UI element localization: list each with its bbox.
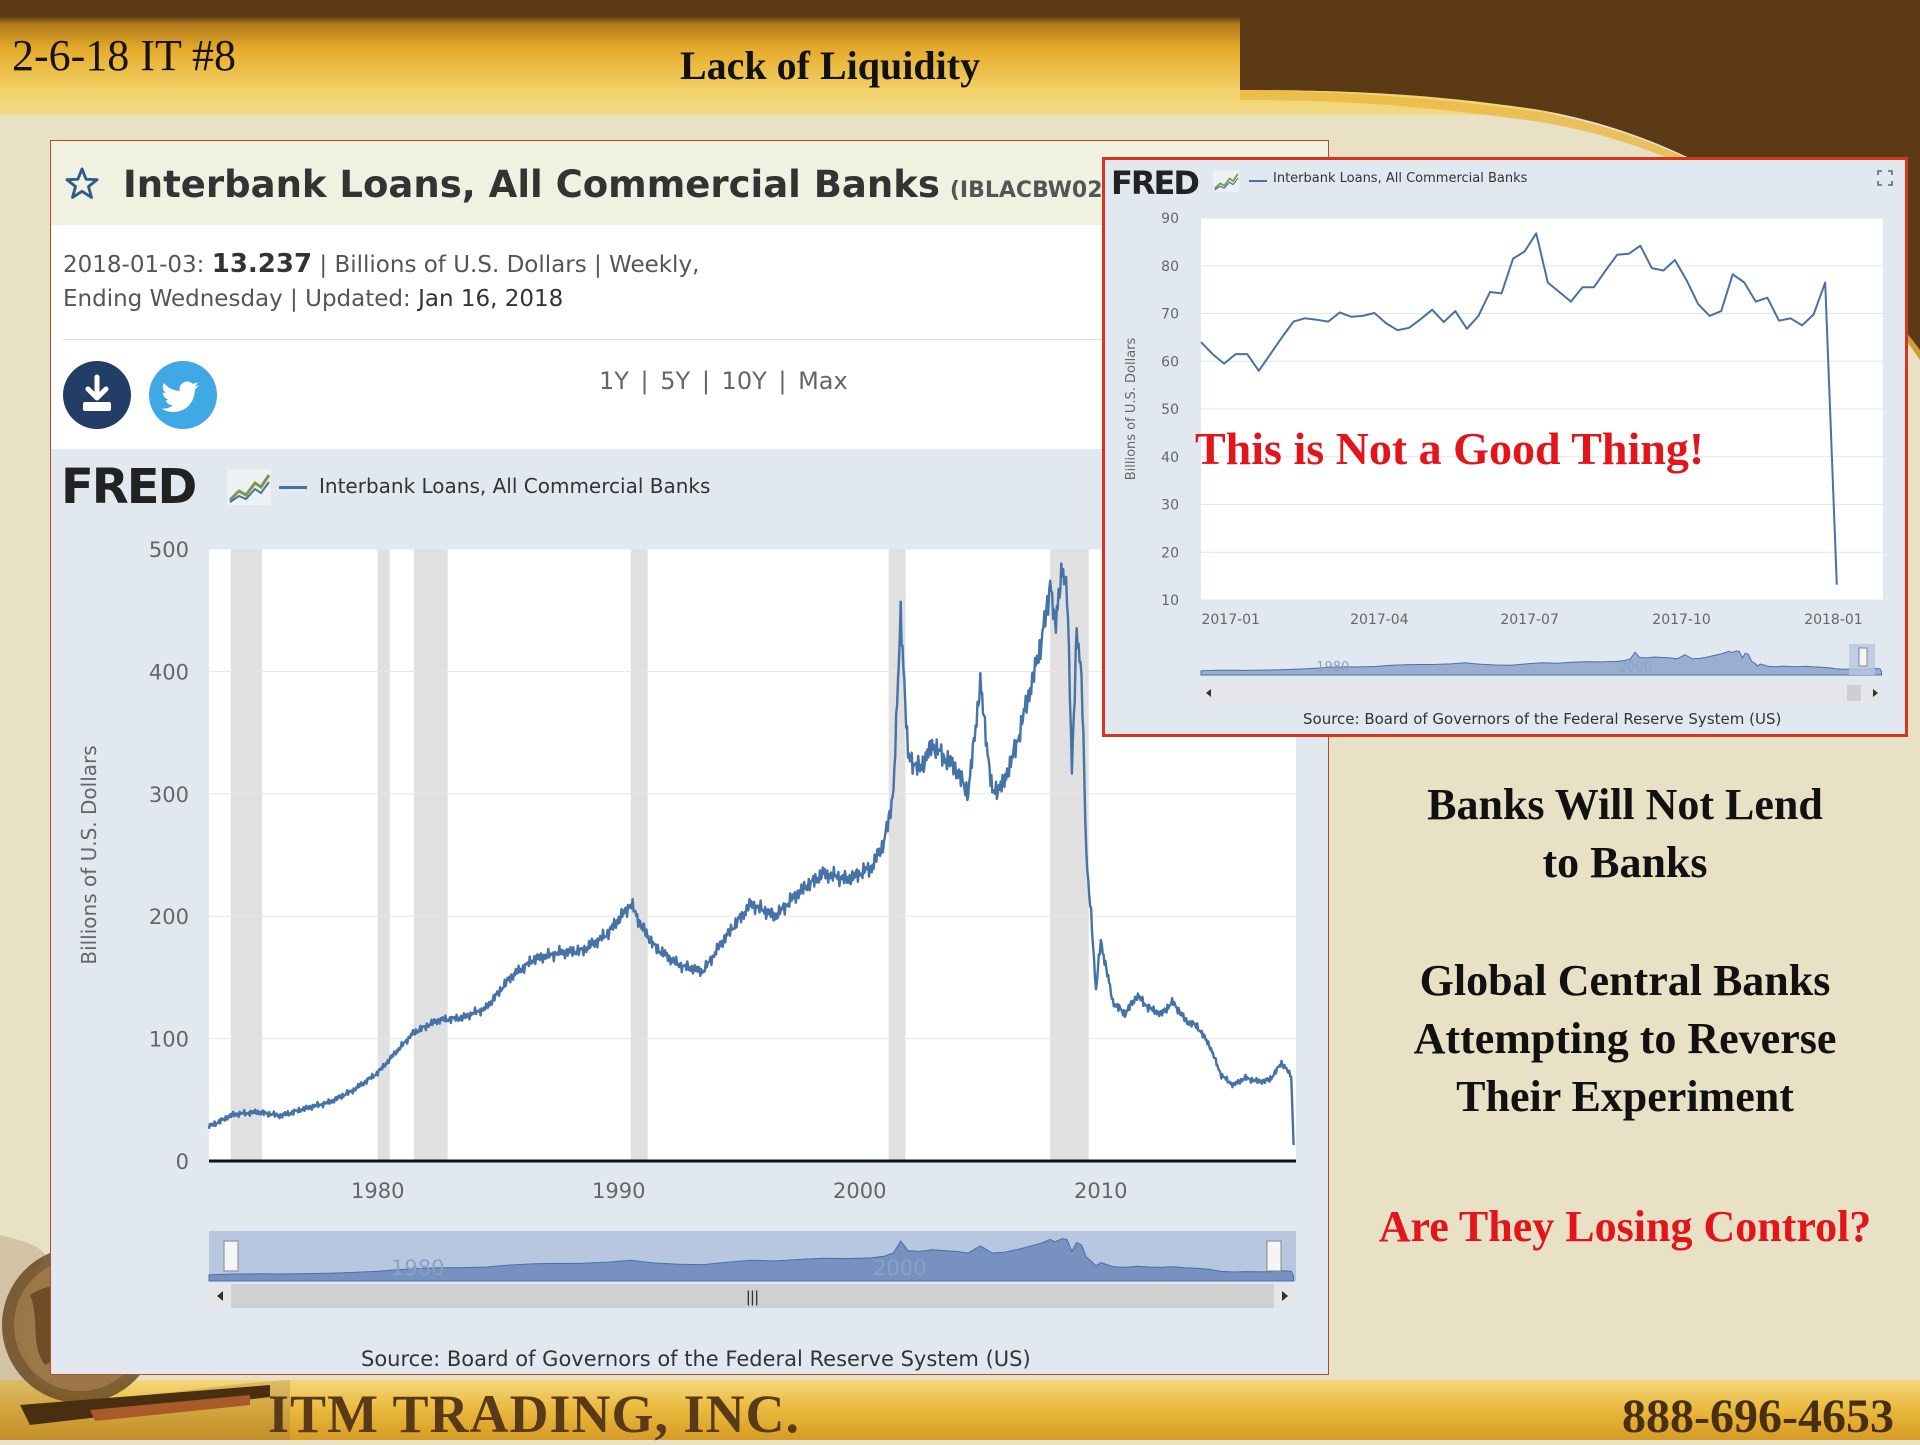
- footer-band: [0, 1380, 1920, 1440]
- statement-line: Global Central Banks: [1419, 956, 1831, 1005]
- y-tick-label: 70: [1161, 307, 1179, 323]
- y-tick-label: 80: [1161, 259, 1179, 275]
- navigator-series: [208, 1238, 1295, 1282]
- recession-band: [630, 549, 648, 1161]
- scrollbar-grip: |||: [746, 1289, 758, 1306]
- y-tick-label: 0: [176, 1150, 189, 1174]
- source-text: Source: Board of Governors of the Federa…: [361, 1347, 1031, 1371]
- recession-band: [413, 549, 448, 1161]
- inset-legend-label: Interbank Loans, All Commercial Banks: [1273, 171, 1528, 186]
- navigator-label: 2000: [1619, 660, 1652, 675]
- scroll-right-arrow: [1282, 1291, 1288, 1301]
- statement-line: Banks Will Not Lend: [1427, 780, 1823, 829]
- scroll-left-arrow: [1206, 689, 1211, 697]
- recession-band: [888, 549, 906, 1161]
- x-tick-label: 2018-01: [1804, 612, 1863, 628]
- phone-number[interactable]: 888-696-4653: [1622, 1390, 1894, 1443]
- y-tick-label: 10: [1161, 593, 1179, 609]
- navigator-handle: [1858, 647, 1868, 667]
- y-tick-label: 500: [149, 538, 189, 562]
- x-tick-label: 1990: [592, 1179, 645, 1203]
- x-tick-label: 2017-01: [1201, 612, 1260, 628]
- y-axis-label: Billions of U.S. Dollars: [77, 745, 101, 964]
- series-line: [207, 562, 1295, 1146]
- obs-value: 13.237: [211, 249, 313, 279]
- statement-line: Attempting to Reverse: [1413, 1014, 1837, 1063]
- x-tick-label: 2010: [1074, 1179, 1127, 1203]
- obs-units: | Billions of U.S. Dollars | Weekly,: [319, 252, 700, 278]
- y-tick-label: 60: [1161, 354, 1179, 370]
- x-tick-label: 2017-07: [1500, 612, 1559, 628]
- question-losing-control: Are They Losing Control?: [1378, 1202, 1872, 1251]
- x-tick-label: 2000: [833, 1179, 886, 1203]
- navigator-label: 2000: [873, 1256, 926, 1280]
- slide-code: 2-6-18 IT #8: [12, 31, 237, 80]
- inset-fred-sparkline-icon: [1213, 170, 1239, 192]
- x-tick-label: 2017-10: [1652, 612, 1711, 628]
- date-range-links[interactable]: 1Y | 5Y | 10Y | Max: [599, 367, 848, 395]
- navigator-handle: [223, 1240, 239, 1272]
- series-line: [1200, 232, 1838, 585]
- y-tick-label: 400: [149, 660, 189, 684]
- legend-label: Interbank Loans, All Commercial Banks: [319, 474, 711, 498]
- y-tick-label: 20: [1161, 545, 1179, 561]
- inset-fred-logo: FRED: [1111, 164, 1200, 202]
- recession-band: [377, 549, 390, 1161]
- slide-title: Lack of Liquidity: [680, 43, 981, 88]
- statement-line: Their Experiment: [1456, 1072, 1794, 1121]
- series-title: Interbank Loans, All Commercial Banks (IB…: [123, 163, 1200, 206]
- scrollbar-track: [1201, 685, 1883, 701]
- fred-logo: FRED: [61, 459, 197, 515]
- obs-frequency: Ending Wednesday | Updated:: [63, 286, 411, 312]
- navigator-label: 1980: [1316, 660, 1349, 675]
- expand-icon[interactable]: [1877, 170, 1893, 186]
- y-tick-label: 40: [1161, 450, 1179, 466]
- navigator-label: 1980: [391, 1256, 444, 1280]
- fred-sparkline-icon: [227, 469, 271, 505]
- x-tick-label: 1980: [351, 1179, 404, 1203]
- star-icon[interactable]: [63, 165, 101, 203]
- inset-legend-swatch: [1249, 180, 1267, 182]
- obs-date: 2018-01-03:: [63, 252, 205, 278]
- statement-line: to Banks: [1542, 838, 1708, 887]
- statement-central-banks: Global Central Banks Attempting to Rever…: [1340, 952, 1910, 1126]
- y-tick-label: 30: [1161, 498, 1179, 514]
- recession-band: [230, 549, 263, 1161]
- scroll-left-arrow: [217, 1291, 223, 1301]
- scroll-right-arrow: [1873, 689, 1878, 697]
- inset-chart[interactable]: 10 20 30 40 50 60 70 80 90 2017-01 2017-04 2017-07 2…: [1105, 160, 1908, 737]
- scrollbar-thumb: [231, 1284, 1274, 1308]
- navigator-series: [1200, 650, 1882, 676]
- inset-source-text: Source: Board of Governors of the Federa…: [1303, 710, 1782, 728]
- y-tick-label: 90: [1161, 211, 1179, 227]
- series-title-text: Interbank Loans, All Commercial Banks: [123, 163, 940, 206]
- y-tick-label: 200: [149, 905, 189, 929]
- legend-swatch: [279, 486, 307, 489]
- updated-date: Jan 16, 2018: [418, 286, 564, 312]
- download-button[interactable]: [63, 361, 131, 429]
- x-tick-label: 2017-04: [1350, 612, 1409, 628]
- company-name: ITM TRADING, INC.: [268, 1384, 801, 1444]
- scrollbar-thumb: [1847, 685, 1861, 701]
- twitter-share-button[interactable]: [149, 361, 217, 429]
- download-icon: [83, 374, 111, 411]
- header-swoosh: [1240, 0, 1920, 360]
- navigator-handle: [1266, 1240, 1282, 1272]
- inset-chart-panel: FRED Interbank Loans, All Commercial Ban…: [1102, 157, 1908, 737]
- series-meta: 2018-01-03: 13.237 | Billions of U.S. Do…: [63, 247, 763, 316]
- y-tick-label: 50: [1161, 402, 1179, 418]
- divider: [63, 339, 1293, 340]
- y-axis-label: Billions of U.S. Dollars: [1124, 337, 1139, 480]
- callout-text: This is Not a Good Thing!: [1195, 423, 1705, 474]
- y-tick-label: 100: [149, 1028, 189, 1052]
- statement-banks-will-not-lend: Banks Will Not Lend to Banks: [1340, 776, 1910, 892]
- twitter-icon: [161, 381, 199, 412]
- y-tick-label: 300: [149, 783, 189, 807]
